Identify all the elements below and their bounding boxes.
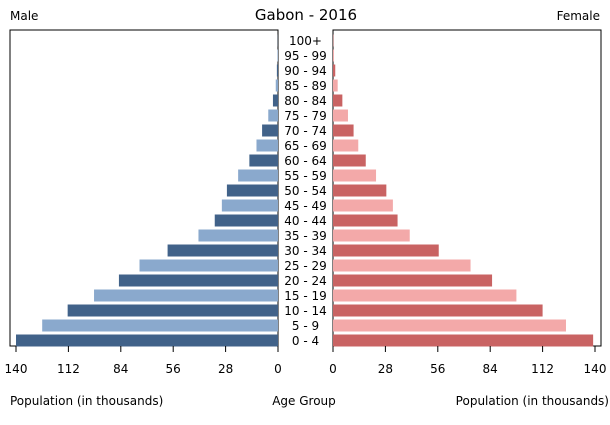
- bars-group: [16, 34, 594, 347]
- female-bar-30: [333, 244, 439, 257]
- chart-title: Gabon - 2016: [255, 6, 357, 24]
- male-bar-35: [198, 229, 278, 242]
- age-label: 50 - 54: [284, 184, 327, 198]
- age-label: 15 - 19: [284, 289, 327, 303]
- female-bar-60: [333, 154, 366, 167]
- female-tick-label: 56: [430, 362, 445, 376]
- male-tick-label: 112: [57, 362, 80, 376]
- male-bar-75: [268, 109, 278, 122]
- female-bar-5: [333, 319, 566, 332]
- age-label: 30 - 34: [284, 244, 327, 258]
- age-label: 65 - 69: [284, 139, 327, 153]
- female-bar-40: [333, 214, 398, 227]
- age-label: 5 - 9: [292, 319, 319, 333]
- female-heading: Female: [557, 9, 600, 23]
- x-ticks-group: 140 112 84 56 28 0 0 28 56 84 112 140: [5, 346, 607, 376]
- male-bar-65: [256, 139, 278, 152]
- female-bar-90: [333, 64, 336, 77]
- male-bar-55: [238, 169, 278, 182]
- age-label: 70 - 74: [284, 124, 327, 138]
- age-label: 55 - 59: [284, 169, 327, 183]
- female-bar-20: [333, 274, 493, 287]
- age-label: 60 - 64: [284, 154, 327, 168]
- male-bar-85: [275, 79, 278, 92]
- male-tick-label: 56: [166, 362, 181, 376]
- female-bar-75: [333, 109, 348, 122]
- female-bar-25: [333, 259, 471, 272]
- female-tick-label: 140: [584, 362, 607, 376]
- male-bar-50: [226, 184, 278, 197]
- age-label: 35 - 39: [284, 229, 327, 243]
- age-label: 95 - 99: [284, 49, 327, 63]
- female-tick-label: 0: [329, 362, 337, 376]
- age-label: 0 - 4: [292, 334, 319, 348]
- age-label: 40 - 44: [284, 214, 327, 228]
- female-bar-35: [333, 229, 410, 242]
- male-heading: Male: [10, 9, 38, 23]
- male-bar-95: [277, 49, 278, 62]
- male-tick-label: 0: [274, 362, 282, 376]
- male-bar-80: [272, 94, 278, 107]
- age-label: 10 - 14: [284, 304, 327, 318]
- male-bar-25: [139, 259, 278, 272]
- male-bar-30: [167, 244, 278, 257]
- age-label: 80 - 84: [284, 94, 327, 108]
- male-bar-20: [118, 274, 278, 287]
- female-bar-80: [333, 94, 343, 107]
- female-tick-label: 112: [531, 362, 554, 376]
- female-tick-label: 84: [483, 362, 498, 376]
- female-bar-10: [333, 304, 543, 317]
- male-bar-15: [94, 289, 278, 302]
- male-bar-60: [249, 154, 278, 167]
- male-tick-label: 28: [218, 362, 233, 376]
- female-bar-45: [333, 199, 393, 212]
- male-bar-70: [262, 124, 278, 137]
- x-axis-label-male: Population (in thousands): [10, 394, 163, 408]
- age-label: 100+: [289, 34, 322, 48]
- female-bar-0: [333, 334, 594, 347]
- female-bar-65: [333, 139, 359, 152]
- female-bar-50: [333, 184, 387, 197]
- male-bar-5: [42, 319, 279, 332]
- male-bar-45: [221, 199, 278, 212]
- female-bar-15: [333, 289, 517, 302]
- female-tick-label: 28: [378, 362, 393, 376]
- age-label: 45 - 49: [284, 199, 327, 213]
- male-bar-90: [276, 64, 278, 77]
- male-bar-0: [16, 334, 278, 347]
- female-bar-85: [333, 79, 338, 92]
- female-bar-70: [333, 124, 354, 137]
- x-axis-label-female: Population (in thousands): [456, 394, 609, 408]
- age-label: 25 - 29: [284, 259, 327, 273]
- age-label: 85 - 89: [284, 79, 327, 93]
- male-tick-label: 84: [113, 362, 128, 376]
- age-label: 20 - 24: [284, 274, 327, 288]
- x-axis-label-age-group: Age Group: [272, 394, 336, 408]
- age-label: 90 - 94: [284, 64, 327, 78]
- female-bar-55: [333, 169, 377, 182]
- male-bar-40: [214, 214, 278, 227]
- age-label: 75 - 79: [284, 109, 327, 123]
- male-bar-10: [67, 304, 278, 317]
- female-bar-95: [333, 49, 334, 62]
- male-tick-label: 140: [5, 362, 28, 376]
